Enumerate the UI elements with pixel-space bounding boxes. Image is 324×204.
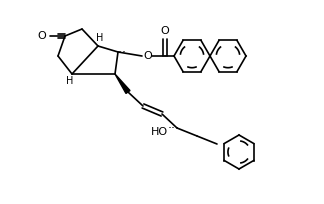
- Text: ···: ···: [115, 47, 127, 60]
- Text: HO: HO: [150, 127, 168, 137]
- Text: O: O: [38, 31, 46, 41]
- Text: H: H: [66, 76, 74, 86]
- Text: H: H: [96, 33, 104, 43]
- Polygon shape: [115, 74, 130, 93]
- Text: O: O: [161, 26, 169, 36]
- Text: ···: ···: [168, 122, 180, 135]
- Text: O: O: [144, 51, 152, 61]
